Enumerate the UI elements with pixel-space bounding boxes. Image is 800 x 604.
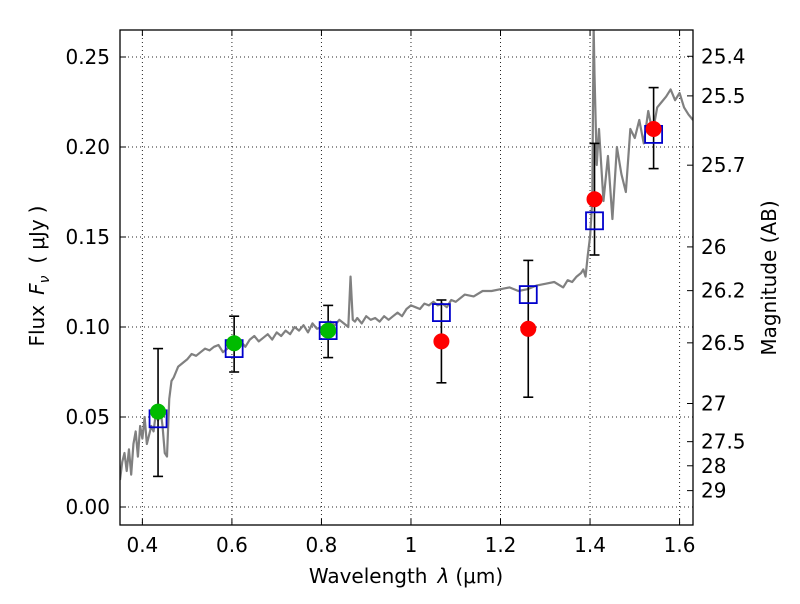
y-tick-label: 0.05: [65, 405, 110, 429]
x-tick-label: 0.8: [306, 533, 338, 557]
green-point-marker: [226, 335, 243, 352]
y2-tick-label: 26: [701, 235, 726, 259]
y-axis-unit: μJy: [25, 219, 49, 250]
y-axis-unit-close: ): [25, 205, 49, 213]
red-point-marker: [520, 320, 537, 337]
y2-tick-label: 29: [701, 479, 726, 503]
y2-tick-label: 25.4: [701, 44, 746, 68]
x-tick-label: 1.6: [664, 533, 696, 557]
y2-tick-label: 28: [701, 454, 726, 478]
x-tick-label: 0.4: [126, 533, 158, 557]
tick-layer: 0.4 0.6 0.8 1 1.2 1.4 1.6 0.00 0.05 0.10 0.15 0.20 0…: [65, 30, 746, 557]
model-square-marker: [318, 321, 338, 341]
y-tick-label: 0.20: [65, 135, 110, 159]
x-axis-symbol: λ: [437, 564, 450, 588]
y-tick-label: 0.15: [65, 225, 110, 249]
x-tick-label: 1.4: [574, 533, 606, 557]
y2-tick-label: 25.7: [701, 153, 746, 177]
green-point-marker: [320, 322, 337, 339]
red-point-marker: [433, 333, 450, 350]
x-tick-label: 1.2: [485, 533, 517, 557]
red-point-marker: [586, 191, 603, 208]
x-axis-label-text: Wavelength: [309, 564, 428, 588]
model-square-marker: [585, 211, 604, 231]
y2-axis-label: Magnitude (AB): [757, 200, 781, 355]
x-axis-label: Wavelength λ (μm): [309, 564, 503, 588]
y2-tick-label: 27.5: [701, 430, 746, 454]
y-axis-symbol: F: [25, 283, 49, 295]
x-tick-label: 0.6: [216, 533, 248, 557]
y-axis-unit-open: (: [25, 256, 49, 264]
red-point-marker: [645, 121, 662, 137]
y-tick-label: 0.00: [65, 495, 110, 519]
model-square-marker: [432, 303, 451, 323]
y-axis-label-text: Flux: [25, 305, 49, 347]
spectrum-line: [120, 30, 693, 481]
y2-tick-label: 26.5: [701, 331, 746, 355]
plot-frame: [119, 29, 694, 526]
y2-tick-label: 27: [701, 392, 726, 416]
y2-tick-label: 26.2: [701, 279, 746, 303]
x-tick-label: 1: [405, 533, 418, 557]
series-layer: [120, 30, 693, 481]
green-point-marker: [150, 403, 167, 420]
y-axis-subscript: ν: [37, 275, 53, 283]
x-axis-unit: (μm): [455, 564, 503, 588]
grid: [120, 30, 693, 525]
y-tick-label: 0.10: [65, 315, 110, 339]
y2-tick-label: 25.5: [701, 84, 746, 108]
y-axis-label: Flux Fν ( μJy): [25, 205, 53, 346]
model-square-marker: [518, 285, 538, 305]
y-tick-label: 0.25: [65, 45, 110, 69]
